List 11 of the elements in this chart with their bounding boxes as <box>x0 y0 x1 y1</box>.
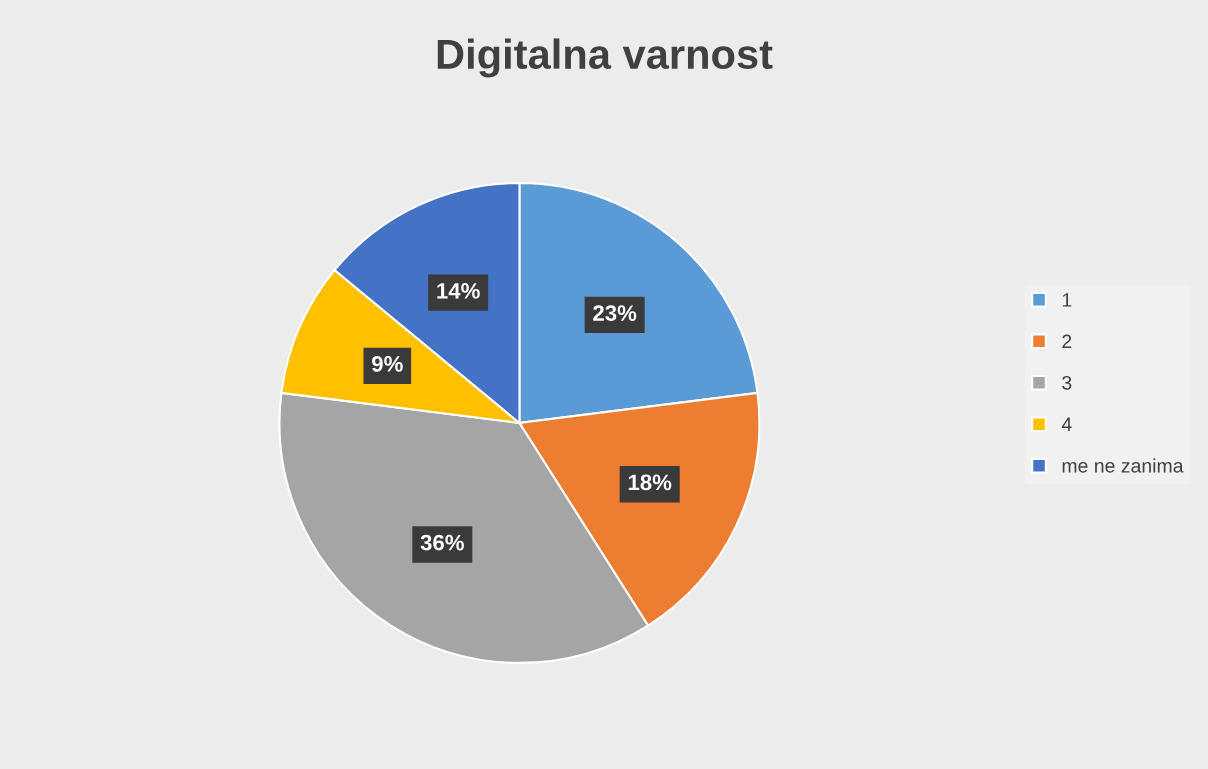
data-label: 9% <box>372 356 403 372</box>
data-label: 18% <box>628 474 672 491</box>
legend-label: me ne zanima <box>1062 458 1184 473</box>
data-label: 14% <box>437 282 480 299</box>
legend-label: 4 <box>1061 417 1072 431</box>
data-label: 36% <box>420 534 464 551</box>
data-label: 23% <box>593 305 637 321</box>
legend-label: 3 <box>1062 375 1072 390</box>
chart-title: Digitalna varnost <box>437 38 773 78</box>
legend-label: 1 <box>1062 293 1072 307</box>
legend-label: 2 <box>1062 334 1072 349</box>
